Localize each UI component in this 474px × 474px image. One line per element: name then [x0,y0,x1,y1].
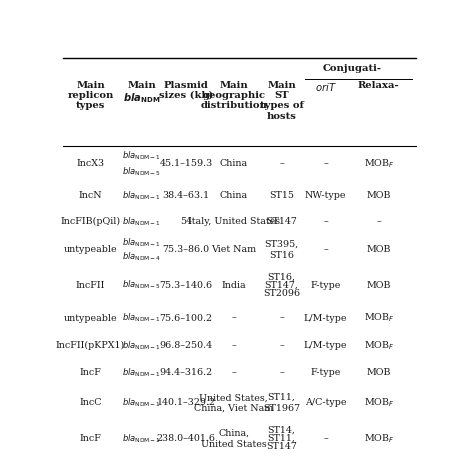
Text: –: – [323,245,328,254]
Text: India: India [221,281,246,290]
Text: IncX3: IncX3 [76,159,105,168]
Text: MOB$_{F}$: MOB$_{F}$ [364,312,394,324]
Text: NW-type: NW-type [305,191,346,200]
Text: –: – [279,313,284,322]
Text: United States,: United States, [200,393,268,402]
Text: $\mathit{bla}$$_{\mathrm{NDM-1}}$: $\mathit{bla}$$_{\mathrm{NDM-1}}$ [122,312,162,324]
Text: –: – [323,159,328,168]
Text: IncFIB(pQil): IncFIB(pQil) [60,217,120,226]
Text: 96.8–250.4: 96.8–250.4 [159,341,212,350]
Text: Main
geographic
distribution: Main geographic distribution [201,81,267,110]
Text: MOB$_{F}$: MOB$_{F}$ [364,339,394,352]
Text: Italy, United States: Italy, United States [188,217,280,226]
Text: –: – [323,434,328,443]
Text: ST16: ST16 [269,251,294,260]
Text: 38.4–63.1: 38.4–63.1 [163,191,210,200]
Text: Main
ST
types of
hosts: Main ST types of hosts [260,81,303,121]
Text: –: – [376,217,381,226]
Text: –: – [279,368,284,377]
Text: $\mathit{bla}$$_{\mathrm{NDM-5}}$: $\mathit{bla}$$_{\mathrm{NDM-5}}$ [122,279,162,292]
Text: ST147: ST147 [266,217,297,226]
Text: ST15: ST15 [269,191,294,200]
Text: –: – [323,217,328,226]
Text: L/M-type: L/M-type [304,313,347,322]
Text: $\mathit{bla}$$_{\mathrm{NDM-1}}$: $\mathit{bla}$$_{\mathrm{NDM-1}}$ [122,397,162,409]
Text: $\mathit{bla}$$_{\mathrm{NDM-5}}$: $\mathit{bla}$$_{\mathrm{NDM-5}}$ [122,165,162,178]
Text: $\mathit{bla}$$_{\mathrm{NDM-1}}$: $\mathit{bla}$$_{\mathrm{NDM-1}}$ [122,366,162,379]
Text: ST395,: ST395, [264,239,299,248]
Text: F-type: F-type [310,281,341,290]
Text: ST14,: ST14, [267,426,295,435]
Text: ST16,: ST16, [267,272,295,281]
Text: IncFII: IncFII [76,281,105,290]
Text: IncN: IncN [79,191,102,200]
Text: $\mathit{bla}$$_{\mathrm{NDM-1}}$: $\mathit{bla}$$_{\mathrm{NDM-1}}$ [122,236,162,248]
Text: IncF: IncF [80,434,101,443]
Text: 45.1–159.3: 45.1–159.3 [159,159,213,168]
Text: IncC: IncC [79,398,102,407]
Text: IncF: IncF [80,368,101,377]
Text: MOB: MOB [366,368,391,377]
Text: Plasmid
sizes (kb): Plasmid sizes (kb) [159,81,213,100]
Text: China,: China, [218,428,249,437]
Text: 94.4–316.2: 94.4–316.2 [159,368,212,377]
Text: IncFII(pKPX1): IncFII(pKPX1) [56,341,125,350]
Text: MOB$_{F}$: MOB$_{F}$ [364,432,394,445]
Text: 75.3–140.6: 75.3–140.6 [159,281,212,290]
Text: untypeable: untypeable [64,245,117,254]
Text: MOB: MOB [366,245,391,254]
Text: Viet Nam: Viet Nam [211,245,256,254]
Text: China, Viet Nam: China, Viet Nam [194,403,273,412]
Text: F-type: F-type [310,368,341,377]
Text: L/M-type: L/M-type [304,341,347,350]
Text: United States: United States [201,440,266,449]
Text: –: – [279,159,284,168]
Text: Main
$\bfit{bla}_{\mathbf{NDM}}$: Main $\bfit{bla}_{\mathbf{NDM}}$ [123,81,161,105]
Text: 54: 54 [180,217,192,226]
Text: Conjugati-: Conjugati- [323,64,382,73]
Text: ST2096: ST2096 [263,289,300,298]
Text: –: – [279,341,284,350]
Text: MOB$_{F}$: MOB$_{F}$ [364,397,394,409]
Text: 75.3–86.0: 75.3–86.0 [163,245,210,254]
Text: $\mathit{bla}$$_{\mathrm{NDM-1}}$: $\mathit{bla}$$_{\mathrm{NDM-1}}$ [122,215,162,228]
Text: –: – [231,368,236,377]
Text: $\mathit{bla}$$_{\mathrm{NDM-1}}$: $\mathit{bla}$$_{\mathrm{NDM-1}}$ [122,339,162,352]
Text: –: – [231,341,236,350]
Text: 75.6–100.2: 75.6–100.2 [159,313,212,322]
Text: $\mathit{oriT}$: $\mathit{oriT}$ [315,81,337,92]
Text: $\mathit{bla}$$_{\mathrm{NDM-1}}$: $\mathit{bla}$$_{\mathrm{NDM-1}}$ [122,432,162,445]
Text: $\mathit{bla}$$_{\mathrm{NDM-4}}$: $\mathit{bla}$$_{\mathrm{NDM-4}}$ [122,251,162,263]
Text: 140.1–329.2: 140.1–329.2 [156,398,216,407]
Text: 238.0–401.6: 238.0–401.6 [156,434,216,443]
Text: A/C-type: A/C-type [305,398,346,407]
Text: –: – [231,313,236,322]
Text: Main
replicon
types: Main replicon types [67,81,114,110]
Text: Relaxa-: Relaxa- [358,81,400,90]
Text: $\mathit{bla}$$_{\mathrm{NDM-1}}$: $\mathit{bla}$$_{\mathrm{NDM-1}}$ [122,150,162,162]
Text: ST1967: ST1967 [263,404,300,413]
Text: MOB$_{F}$: MOB$_{F}$ [364,157,394,170]
Text: $\mathit{bla}$$_{\mathrm{NDM-1}}$: $\mathit{bla}$$_{\mathrm{NDM-1}}$ [122,189,162,202]
Text: untypeable: untypeable [64,313,117,322]
Text: ST11,: ST11, [267,392,295,401]
Text: ST11,: ST11, [267,434,295,443]
Text: ST147: ST147 [266,442,297,451]
Text: MOB: MOB [366,281,391,290]
Text: MOB: MOB [366,191,391,200]
Text: China: China [219,159,248,168]
Text: China: China [219,191,248,200]
Text: ST147,: ST147, [264,281,299,290]
